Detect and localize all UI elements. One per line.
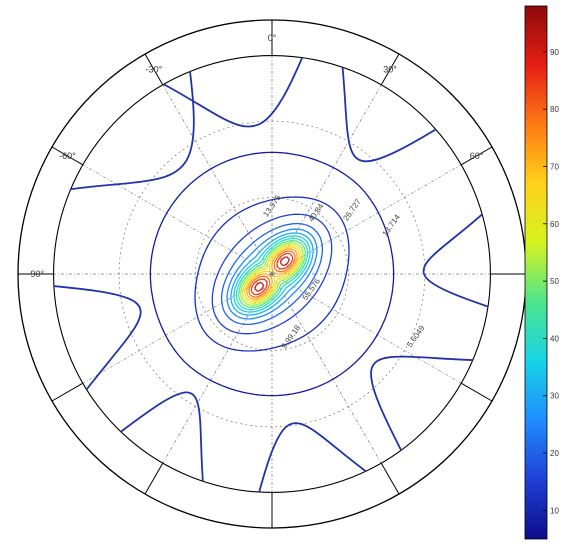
outer-contour-line: [53, 281, 142, 421]
angle-spoke: [82, 273, 273, 384]
contour-value-label: 40.84: [307, 201, 326, 223]
colorbar-tick-label: 70: [550, 162, 559, 171]
ring-tick: [51, 146, 84, 166]
contour-value-label: 9.99.18: [280, 323, 303, 350]
ring-tick: [460, 382, 493, 402]
contour-value-label: 26.727: [341, 197, 363, 223]
ring-tick: [460, 146, 493, 166]
colorbar-tick-label: 50: [550, 277, 559, 286]
angle-tick-label: -30°: [146, 64, 163, 74]
angle-spoke: [162, 273, 273, 464]
colorbar-tick-label: 40: [550, 334, 559, 343]
angle-tick-label: -60°: [59, 151, 76, 161]
outer-contour-line: [53, 55, 195, 197]
angle-tick-label: 0°: [268, 33, 277, 43]
colorbar-tick-label: 80: [550, 105, 559, 114]
colorbar: 10 20 30 40 50 60 70 80 90: [524, 5, 559, 540]
outer-contour-line: [422, 186, 491, 319]
ring-tick: [380, 462, 400, 495]
contour-line: [242, 244, 302, 304]
contour-line: [226, 228, 318, 320]
ring-tick: [144, 462, 164, 495]
contour-line: [248, 250, 296, 298]
contour-line: [244, 246, 300, 302]
colorbar-tick-label: 60: [550, 220, 559, 229]
contour-lines: [149, 151, 395, 397]
outer-contour-line: [248, 422, 400, 493]
angle-tick-label: 30°: [383, 64, 397, 74]
outer-contour-line: [125, 55, 317, 128]
colorbar-tick-label: 30: [550, 392, 559, 401]
colorbar-tick-label: 20: [550, 449, 559, 458]
outer-contour-line: [91, 391, 208, 493]
polar-plot-area: 0°30°60°-30°-60°-90°13.975 40.84 26.72713.…: [17, 19, 527, 529]
contour-line: [194, 196, 350, 352]
contour-line: [233, 235, 311, 313]
colorbar-gradient: [524, 5, 548, 540]
angle-spoke: [271, 273, 462, 384]
ring-tick: [144, 53, 164, 86]
radial-grid-circle: [195, 197, 349, 351]
contour-line: [246, 248, 298, 300]
contour-value-label: 5.6049: [405, 323, 427, 349]
contour-line: [250, 252, 294, 296]
angle-spoke: [271, 84, 382, 275]
contour-line: [238, 240, 306, 308]
contour-value-label: 13.975: [261, 193, 283, 219]
outer-contour-line: [370, 355, 491, 483]
colorbar-tick-label: 90: [550, 48, 559, 57]
colorbar-tick-label: 10: [550, 506, 559, 515]
contour-line: [149, 151, 395, 397]
outer-contour-line: [336, 55, 468, 163]
ring-tick: [380, 53, 400, 86]
contour-line: [254, 256, 290, 292]
contour-line: [240, 242, 304, 306]
angle-spoke: [82, 164, 273, 275]
angle-spoke: [271, 273, 382, 464]
contour-line: [235, 237, 309, 311]
contour-line: [230, 232, 314, 316]
angle-tick-label: 60°: [470, 151, 484, 161]
ring-tick: [51, 382, 84, 402]
contour-line: [211, 213, 333, 335]
angle-spoke: [162, 84, 273, 275]
angle-spoke: [271, 164, 462, 275]
angle-tick-label: -90°: [27, 269, 44, 279]
contour-line: [220, 222, 324, 326]
outer-contour-lines: [53, 55, 491, 493]
